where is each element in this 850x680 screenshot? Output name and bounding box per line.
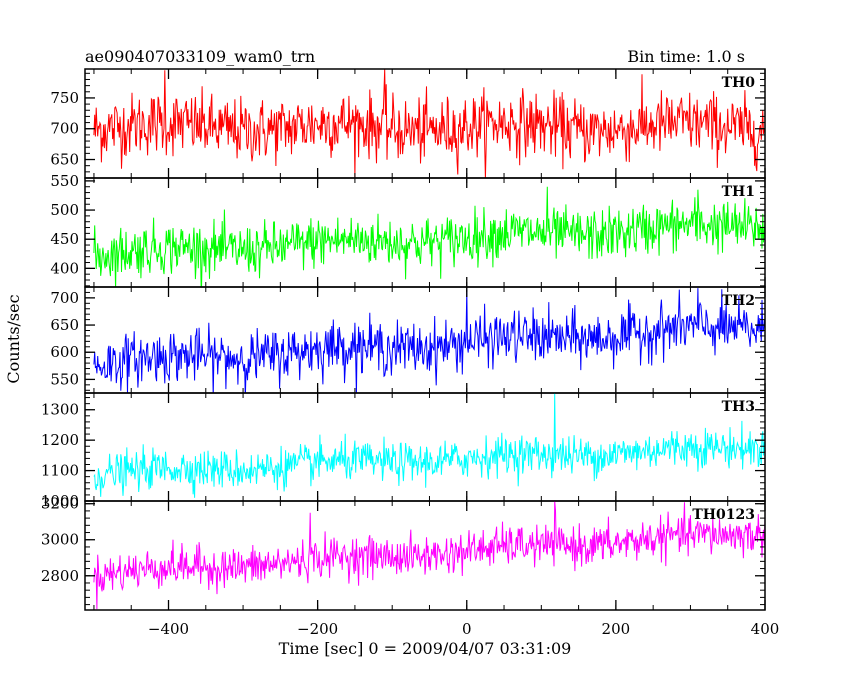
y-tick-label: 650: [50, 316, 79, 334]
panel-label-th0: TH0: [722, 75, 756, 91]
y-tick-label: 600: [50, 343, 79, 361]
panel-th0123: 2800 3000 3200 TH0123: [41, 495, 766, 611]
panel-th3: 1000 1100 1200 1300 TH3: [41, 392, 766, 510]
y-tick-label: 550: [50, 370, 79, 388]
series-th3-line: [93, 393, 765, 498]
y-tick-label: 2800: [41, 567, 79, 585]
series-th0-line: [93, 69, 765, 178]
y-tick-label: 1200: [41, 431, 79, 449]
y-tick-label: 1300: [41, 401, 79, 419]
panel-th0: 650 700 750 TH0: [50, 68, 766, 179]
series-th2-line: [93, 288, 765, 393]
y-tick-label: 3000: [41, 531, 79, 549]
panel-label-th0123: TH0123: [692, 507, 755, 523]
y-tick-label: 500: [50, 201, 79, 219]
panel-label-th2: TH2: [722, 293, 755, 309]
x-tick-label: 200: [602, 620, 631, 638]
chart-title: ae090407033109_wam0_trn: [85, 47, 315, 66]
y-tick-label: 700: [50, 120, 79, 138]
x-tick-label: 0: [462, 620, 472, 638]
x-tick-label: −400: [148, 620, 189, 638]
y-tick-label: 400: [50, 259, 79, 277]
panel-th1: 400 450 500 550 TH1: [50, 172, 766, 288]
x-tick-label: 400: [751, 620, 780, 638]
series-th0123-line: [93, 501, 765, 610]
y-tick-label: 750: [50, 89, 79, 107]
y-axis-title: Counts/sec: [4, 294, 23, 383]
y-tick-label: 550: [50, 172, 79, 190]
y-tick-label: 1100: [41, 462, 79, 480]
y-tick-label: 700: [50, 289, 79, 307]
y-tick-label: 450: [50, 230, 79, 248]
x-axis-title: Time [sec] 0 = 2009/04/07 03:31:09: [279, 639, 572, 658]
x-axis: −400 −200 0 200 400: [148, 620, 779, 638]
panel-label-th3: TH3: [722, 399, 755, 415]
panel-th2: 550 600 650 700 TH2: [50, 286, 766, 394]
bin-time-label: Bin time: 1.0 s: [627, 47, 745, 66]
panel-frame: [84, 500, 766, 611]
y-tick-label: 1000: [41, 492, 79, 510]
panel-label-th1: TH1: [722, 184, 755, 200]
y-tick-label: 650: [50, 151, 79, 169]
series-th1-line: [93, 186, 765, 287]
panels-group: 650 700 750 TH0 400 450 500 550 TH1 550 600 650 700 T…: [41, 68, 766, 611]
x-tick-label: −200: [297, 620, 338, 638]
y-tick-label: 3200: [41, 495, 79, 513]
